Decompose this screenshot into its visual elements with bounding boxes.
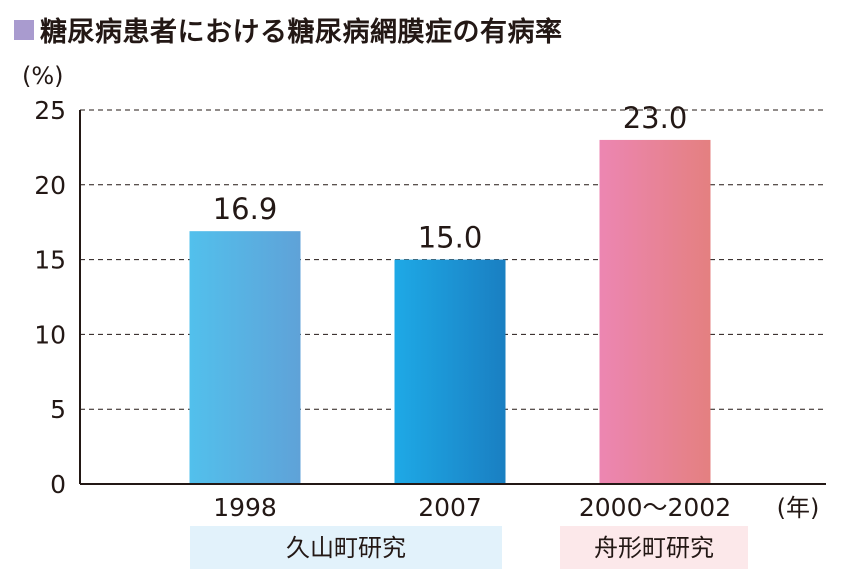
bar-1998 xyxy=(189,231,301,484)
value-label-2000〜2002: 23.0 xyxy=(623,101,688,135)
bar-2007 xyxy=(394,259,506,484)
y-tick-label-15: 15 xyxy=(34,246,66,275)
x-tick-label-1998: 1998 xyxy=(213,493,277,522)
y-tick-label-10: 10 xyxy=(34,320,66,349)
group-label-2: 舟形町研究 xyxy=(594,534,714,562)
group-label-box-1 xyxy=(190,526,502,569)
title-text: 糖尿病患者における糖尿病網膜症の有病率 xyxy=(40,17,563,48)
chart-title: 糖尿病患者における糖尿病網膜症の有病率 xyxy=(14,10,563,49)
x-tick-label-2007: 2007 xyxy=(418,493,482,522)
x-axis-unit: (年) xyxy=(777,494,820,522)
x-tick-label-2000〜2002: 2000〜2002 xyxy=(579,493,731,522)
title-marker-square xyxy=(14,19,34,40)
value-label-1998: 16.9 xyxy=(213,192,278,226)
group-label-1: 久山町研究 xyxy=(286,534,406,562)
y-tick-label-0: 0 xyxy=(50,470,66,499)
value-label-2007: 15.0 xyxy=(418,221,483,255)
y-axis-unit: (%) xyxy=(22,62,64,90)
y-tick-label-5: 5 xyxy=(50,395,66,424)
y-tick-label-20: 20 xyxy=(34,171,66,200)
group-label-box-2 xyxy=(560,526,748,569)
y-tick-label-25: 25 xyxy=(34,96,66,125)
bar-2000〜2002 xyxy=(599,139,711,485)
